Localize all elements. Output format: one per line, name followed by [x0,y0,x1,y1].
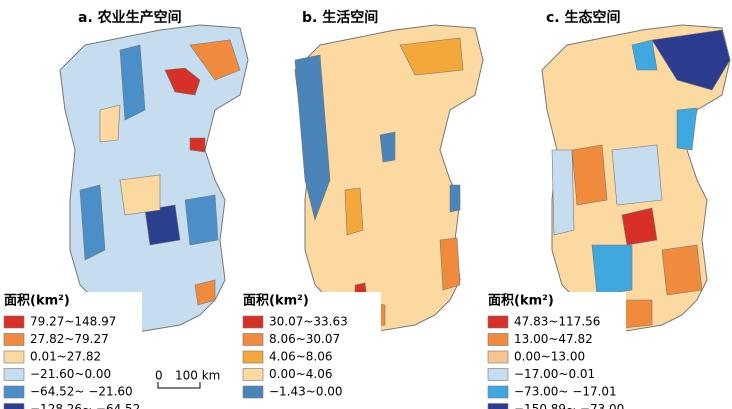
legend-swatch [3,315,25,329]
legend-label: −17.00~0.01 [514,367,595,381]
scale-label: 0 [155,369,163,383]
legend-background [2,292,142,406]
legend-title: 面积(km²) [4,293,70,309]
legend-swatch [3,385,25,399]
legend-swatch [242,350,264,364]
legend-swatch [487,333,509,346]
legend-swatch [242,333,264,346]
legend-label: −21.60~0.00 [30,367,111,381]
legend-label: 13.00~47.82 [514,332,593,346]
legend-label: 47.83~117.56 [514,315,600,329]
legend-label: 4.06~8.06 [269,350,333,364]
legend-label: 27.82~79.27 [30,332,109,346]
panel-title: a. 农业生产空间 [78,9,182,26]
map-c [541,24,731,336]
legend-swatch [487,403,509,409]
legend-label: 0.00~4.06 [269,367,333,381]
map-b [294,24,484,336]
legend-label: 30.07~33.63 [269,315,348,329]
legend-title: 面积(km²) [243,293,309,309]
map-a [59,24,249,336]
legend-swatch [487,350,509,364]
legend-label: −64.52~ −21.60 [30,385,133,399]
legend-label: −128.26~ −64.52 [30,402,140,409]
legend-swatch [487,315,509,329]
legend-swatch [3,368,25,381]
legend-background [241,292,381,406]
legend-swatch [242,385,264,399]
legend-swatch [487,368,509,381]
legend-swatch [487,385,509,399]
legend-title: 面积(km²) [488,293,554,309]
legend-swatch [242,368,264,381]
legend-label: −1.43~0.00 [269,385,343,399]
legend-label: 0.01~27.82 [30,350,101,364]
panel-title: c. 生态空间 [546,9,621,26]
legend-label: 0.00~13.00 [514,350,585,364]
scale-bar [157,382,201,389]
legend-swatch [3,350,25,364]
legend-label: 8.06~30.07 [269,332,340,346]
legend-swatch [242,315,264,329]
legend-swatch [3,403,25,409]
panel-title: b. 生活空间 [302,9,378,26]
scale-label: 100 km [175,369,220,383]
legend-swatch [3,333,25,346]
legend-label: 79.27~148.97 [30,315,116,329]
legend-label: −150.89~ −73.00 [514,402,624,409]
legend-background [486,292,626,406]
legend-label: −73.00~ −17.01 [514,385,617,399]
